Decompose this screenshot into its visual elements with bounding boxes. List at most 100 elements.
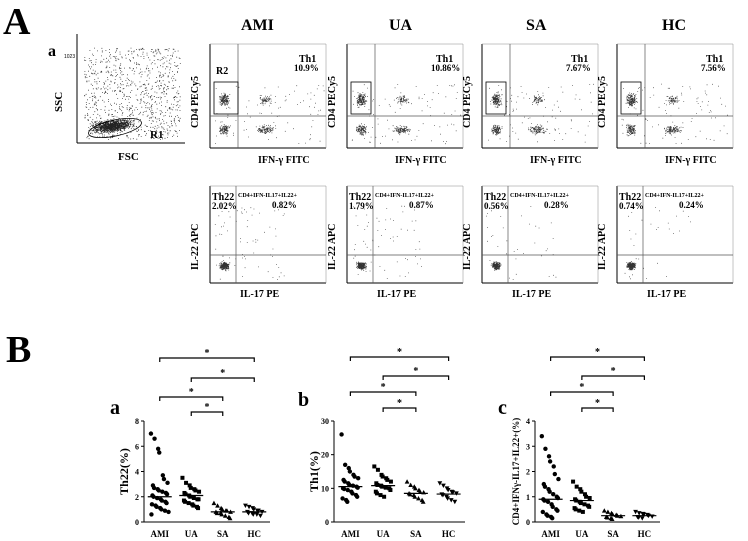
r1-gate <box>88 117 142 139</box>
data-point <box>246 504 252 510</box>
y-tick-label: 2 <box>526 468 530 477</box>
data-point <box>578 501 583 506</box>
panel-label-b: B <box>6 329 31 371</box>
th1-y-label: CD4 PECy5 <box>327 76 338 128</box>
data-point <box>160 489 165 494</box>
data-point <box>448 498 454 503</box>
r2-gate-label: R2 <box>216 66 228 77</box>
series-hc <box>436 481 461 505</box>
data-point <box>372 464 377 469</box>
th22-y-label: IL-22 APC <box>327 224 338 270</box>
y-tick-label: 1 <box>526 493 530 502</box>
y-tick-label: 6 <box>135 442 139 451</box>
data-point <box>582 492 587 497</box>
data-point <box>350 491 355 496</box>
th1-x-label: IFN-γ FITC <box>530 155 582 166</box>
dp-value: 0.82% <box>272 200 297 210</box>
data-point <box>543 446 548 451</box>
x-tick-label: AMI <box>341 529 360 539</box>
data-point <box>160 473 166 478</box>
data-point <box>191 503 196 508</box>
series-ua <box>179 475 204 511</box>
th1-y-label: CD4 PECy5 <box>462 76 473 128</box>
data-point <box>550 516 555 521</box>
data-point <box>149 502 155 507</box>
data-point <box>197 489 202 494</box>
r2-gate <box>213 81 239 115</box>
fsc-ssc-plot: a 1023 SSC FSC R1 <box>48 34 185 163</box>
series-hc <box>242 503 267 519</box>
data-point <box>636 515 642 520</box>
data-point <box>587 504 592 509</box>
th22-x-label: IL-17 PE <box>512 289 552 300</box>
x-tick-label: UA <box>575 529 588 539</box>
chart-letter-c: c <box>498 397 507 419</box>
th22-value: 2.02% <box>212 201 237 211</box>
significance-star: * <box>205 402 210 413</box>
data-point <box>633 509 638 515</box>
data-point <box>339 432 344 437</box>
th22-value: 1.79% <box>349 201 374 211</box>
th22-name: Th22 <box>212 192 234 203</box>
data-point <box>196 506 201 511</box>
data-point <box>243 503 248 508</box>
panel-label-a: A <box>3 1 31 43</box>
data-point <box>383 485 388 490</box>
data-point <box>441 483 446 489</box>
th22-y-label: IL-22 APC <box>190 224 201 270</box>
data-point <box>605 515 610 520</box>
data-point <box>636 511 642 516</box>
series-hc <box>632 509 657 521</box>
chart-a: a 0 2 4 6 8 Th22(%) AMI UA SA HC * * * * <box>110 348 270 539</box>
data-point <box>551 492 556 497</box>
cd4-gate <box>620 81 642 115</box>
data-point <box>417 489 423 494</box>
th22-events <box>214 207 285 280</box>
x-tick-label: SA <box>410 529 422 539</box>
data-point <box>412 494 418 499</box>
data-point <box>580 509 585 514</box>
data-point <box>347 469 353 474</box>
th1-value: 10.9% <box>294 63 319 73</box>
data-point <box>556 476 561 482</box>
y-tick-label: 0 <box>526 518 530 527</box>
significance-star: * <box>220 368 225 379</box>
data-point <box>550 504 555 510</box>
dp-label: CD4+IFN-IL17+IL22+ <box>645 193 705 199</box>
data-point <box>157 450 162 455</box>
col-header-ami: AMI <box>241 17 274 34</box>
th1-value: 7.67% <box>566 63 591 73</box>
data-point <box>375 482 380 487</box>
chart-b: b 0 10 20 30 Th1(%) AMI UA SA HC * * * * <box>298 347 465 539</box>
series-ami <box>538 433 563 521</box>
data-point <box>164 500 169 506</box>
data-point <box>408 482 414 487</box>
th22-events <box>353 205 422 279</box>
significance-bracket <box>550 391 614 396</box>
data-point <box>547 489 552 494</box>
data-point <box>378 493 383 498</box>
y-tick-label: 20 <box>321 451 329 460</box>
significance-star: * <box>595 398 600 409</box>
data-point <box>193 488 198 493</box>
data-point <box>382 494 387 499</box>
data-point <box>579 489 584 494</box>
data-point <box>219 512 225 517</box>
data-point <box>584 494 589 499</box>
data-point <box>164 492 170 497</box>
significance-star: * <box>205 348 210 359</box>
th1-x-label: IFN-γ FITC <box>395 155 447 166</box>
th1-name: Th1 <box>436 54 453 65</box>
th22-y-label: IL-22 APC <box>462 224 473 270</box>
significance-bracket <box>550 356 645 361</box>
data-point <box>355 476 361 481</box>
data-point <box>445 496 451 501</box>
th1-y-label: CD4 PECy5 <box>190 76 201 128</box>
th1-events <box>215 85 325 144</box>
th22-x-label: IL-17 PE <box>377 289 417 300</box>
x-tick-label: AMI <box>541 529 560 539</box>
data-point <box>571 479 576 484</box>
